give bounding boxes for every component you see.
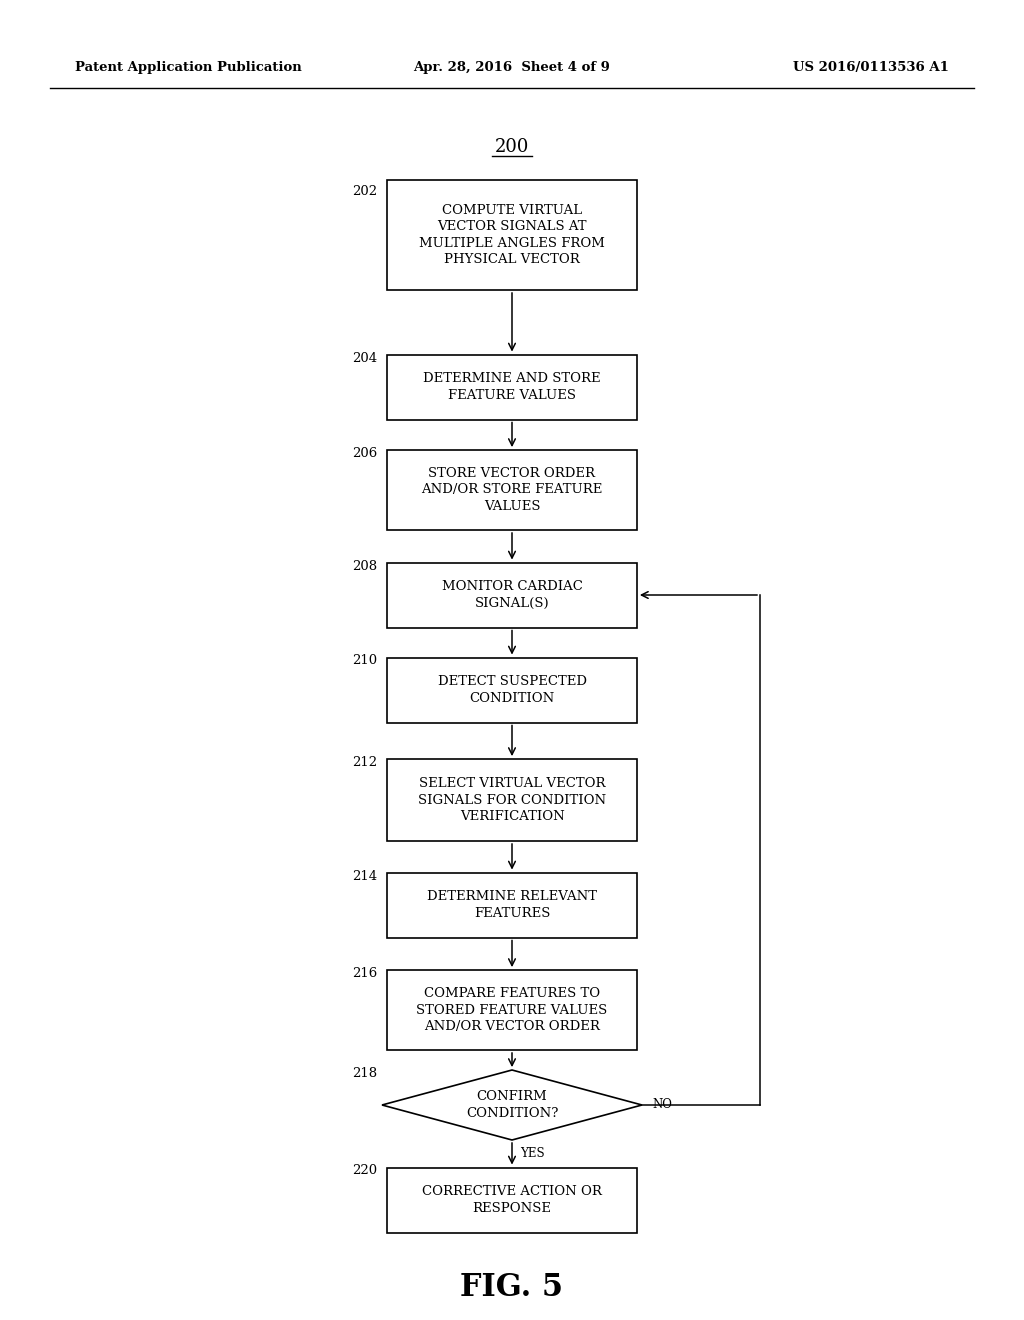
FancyBboxPatch shape [387, 970, 637, 1049]
Text: 200: 200 [495, 139, 529, 156]
Text: FIG. 5: FIG. 5 [461, 1272, 563, 1303]
Text: Patent Application Publication: Patent Application Publication [75, 62, 302, 74]
Text: DETERMINE AND STORE
FEATURE VALUES: DETERMINE AND STORE FEATURE VALUES [423, 372, 601, 401]
Text: NO: NO [652, 1098, 672, 1111]
FancyBboxPatch shape [387, 873, 637, 937]
Text: COMPARE FEATURES TO
STORED FEATURE VALUES
AND/OR VECTOR ORDER: COMPARE FEATURES TO STORED FEATURE VALUE… [417, 987, 607, 1034]
FancyBboxPatch shape [387, 562, 637, 627]
Text: DETERMINE RELEVANT
FEATURES: DETERMINE RELEVANT FEATURES [427, 890, 597, 920]
FancyBboxPatch shape [387, 759, 637, 841]
Text: 216: 216 [352, 968, 377, 979]
FancyBboxPatch shape [387, 180, 637, 290]
Text: US 2016/0113536 A1: US 2016/0113536 A1 [794, 62, 949, 74]
Text: CONFIRM
CONDITION?: CONFIRM CONDITION? [466, 1090, 558, 1119]
Text: STORE VECTOR ORDER
AND/OR STORE FEATURE
VALUES: STORE VECTOR ORDER AND/OR STORE FEATURE … [421, 467, 603, 513]
Text: 204: 204 [352, 351, 377, 364]
Text: 208: 208 [352, 560, 377, 573]
Text: MONITOR CARDIAC
SIGNAL(S): MONITOR CARDIAC SIGNAL(S) [441, 581, 583, 610]
Text: Apr. 28, 2016  Sheet 4 of 9: Apr. 28, 2016 Sheet 4 of 9 [414, 62, 610, 74]
Text: 202: 202 [352, 185, 377, 198]
Text: CORRECTIVE ACTION OR
RESPONSE: CORRECTIVE ACTION OR RESPONSE [422, 1185, 602, 1214]
FancyBboxPatch shape [387, 355, 637, 420]
Text: 206: 206 [352, 447, 377, 459]
Text: 220: 220 [352, 1164, 377, 1177]
Text: YES: YES [520, 1147, 545, 1160]
Text: COMPUTE VIRTUAL
VECTOR SIGNALS AT
MULTIPLE ANGLES FROM
PHYSICAL VECTOR: COMPUTE VIRTUAL VECTOR SIGNALS AT MULTIP… [419, 203, 605, 267]
Text: 210: 210 [352, 655, 377, 668]
Text: DETECT SUSPECTED
CONDITION: DETECT SUSPECTED CONDITION [437, 676, 587, 705]
FancyBboxPatch shape [387, 657, 637, 722]
Text: 212: 212 [352, 756, 377, 770]
Text: 218: 218 [352, 1067, 377, 1080]
Text: SELECT VIRTUAL VECTOR
SIGNALS FOR CONDITION
VERIFICATION: SELECT VIRTUAL VECTOR SIGNALS FOR CONDIT… [418, 777, 606, 822]
Text: 214: 214 [352, 870, 377, 883]
Polygon shape [382, 1071, 642, 1140]
FancyBboxPatch shape [387, 450, 637, 531]
FancyBboxPatch shape [387, 1167, 637, 1233]
